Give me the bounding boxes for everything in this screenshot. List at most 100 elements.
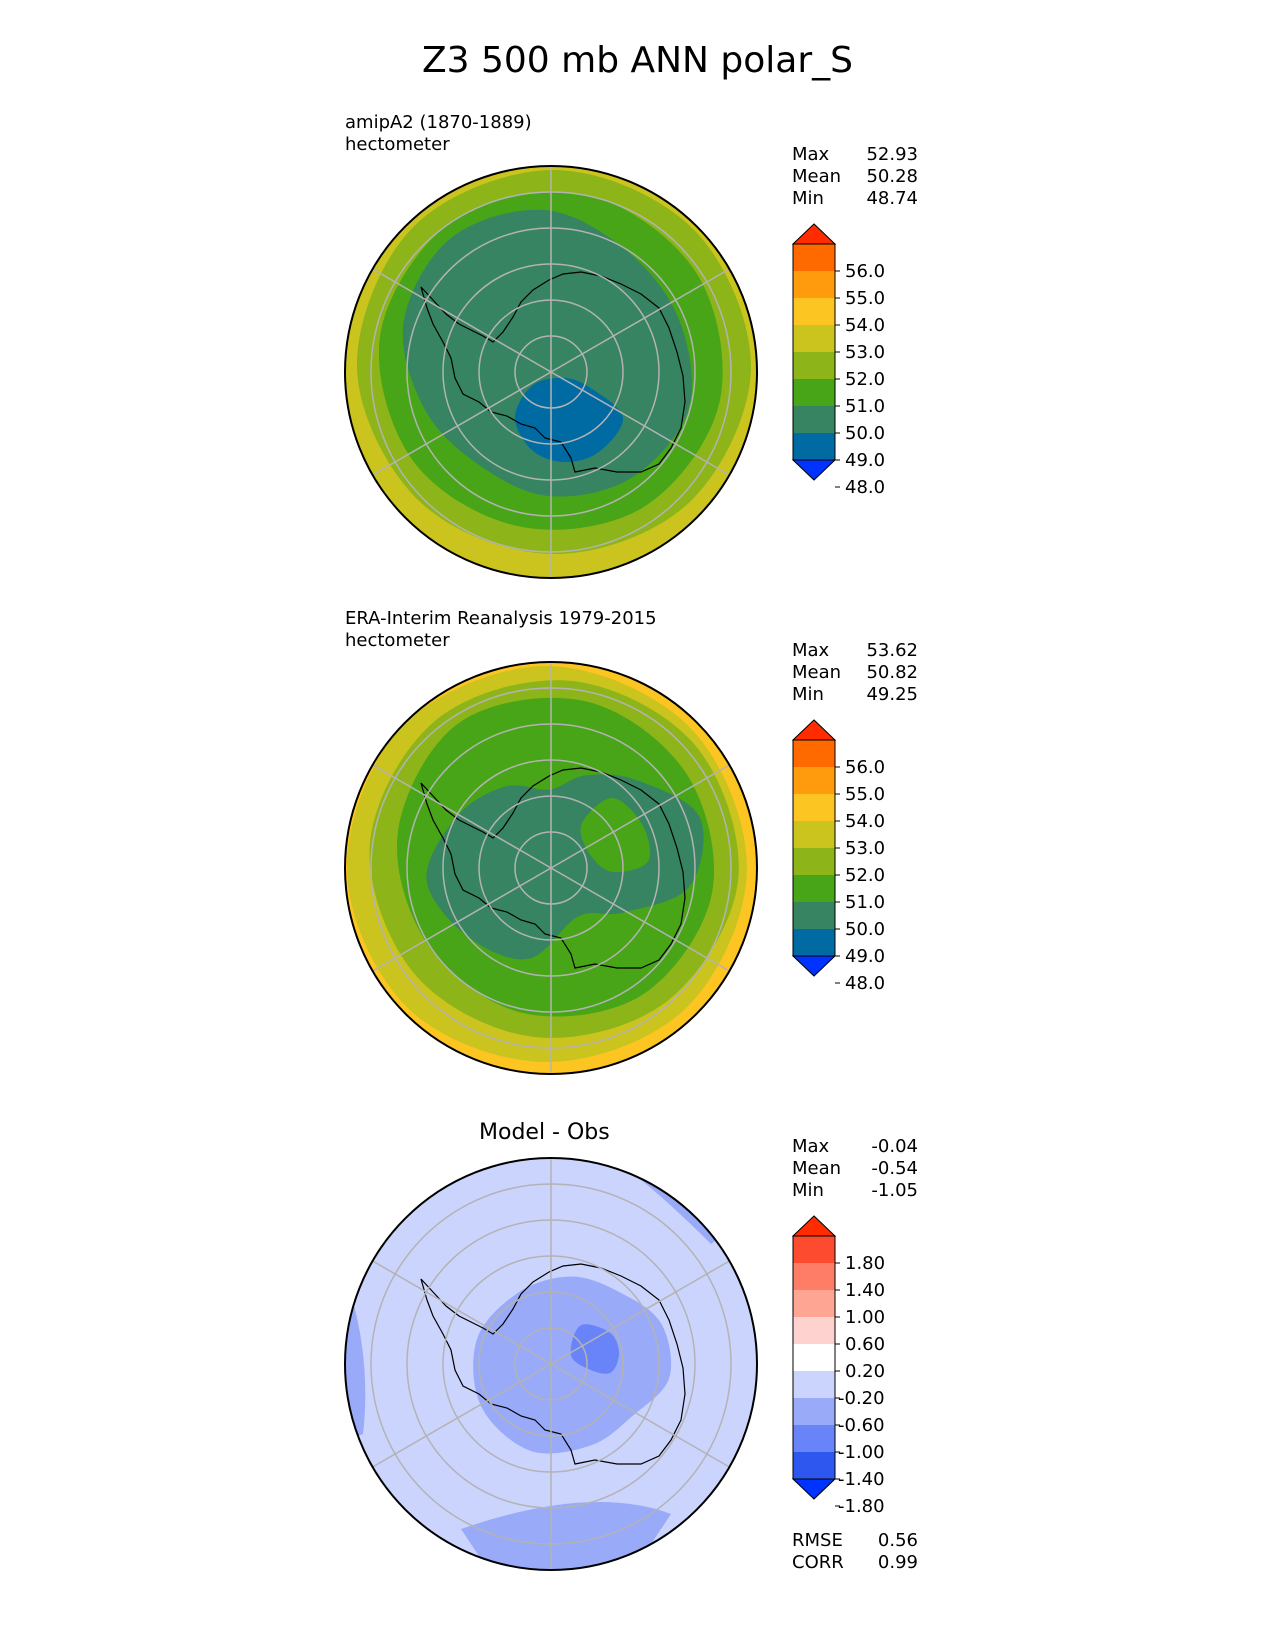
meridian-line: [550, 1363, 730, 1468]
map-boundary: [344, 1157, 758, 1571]
colorbar-cell: [793, 1263, 835, 1290]
colorbar-tick-label: 51.0: [845, 892, 885, 913]
reference-colorbar: 56.0 55.0 54.0 53.0 52.0 51.0 50.0 49.0 48.0: [791, 719, 885, 994]
reference-case-label: ERA-Interim Reanalysis 1979-2015: [345, 608, 657, 629]
contour-band: [345, 1284, 366, 1444]
contour-band: [570, 1324, 620, 1374]
meridian-line: [550, 268, 730, 373]
colorbar-tick-label: 55.0: [845, 784, 885, 805]
diff-panel-title: Model - Obs: [479, 1120, 610, 1145]
colorbar-tick-label: -0.20: [838, 1388, 885, 1409]
colorbar-cell: [793, 767, 835, 794]
colorbar-cell: [793, 821, 835, 848]
colorbar-tick-label: 1.40: [845, 1280, 885, 1301]
colorbar-cell: [793, 1317, 835, 1344]
colorbar-tick-label: 48.0: [845, 477, 885, 498]
colorbar-tick-label: 56.0: [845, 757, 885, 778]
reference-units-label: hectometer: [345, 630, 450, 651]
colorbar-tick-label: -1.80: [838, 1496, 885, 1517]
contour-band: [461, 1502, 671, 1570]
colorbar-cell: [793, 1425, 835, 1452]
colorbar-cell: [793, 244, 835, 271]
reference-stats: Max 53.62 Mean 50.82 Min 49.25: [792, 640, 918, 705]
colorbar-tick-label: 51.0: [845, 396, 885, 417]
diff-colorbar: 1.80 1.40 1.00 0.60 0.20 -0.20 -0.60 -1.00 -1.40…: [791, 1215, 885, 1517]
test-units-label: hectometer: [345, 134, 450, 155]
colorbar-cell: [793, 848, 835, 875]
colorbar-extend-max: [791, 223, 837, 245]
colorbar-cell: [793, 298, 835, 325]
colorbar-tick-label: 55.0: [845, 288, 885, 309]
colorbar-cell: [793, 1290, 835, 1317]
colorbar-tick-label: 54.0: [845, 315, 885, 336]
colorbar-tick-label: 48.0: [845, 973, 885, 994]
colorbar-frame: [792, 1235, 836, 1480]
diff-stats: Max -0.04 Mean -0.54 Min -1.05: [792, 1136, 918, 1201]
colorbar-cell: [793, 271, 835, 298]
meridian-line: [372, 867, 552, 972]
colorbar-tick-label: 49.0: [845, 450, 885, 471]
colorbar-tick-label: -0.60: [838, 1415, 885, 1436]
colorbar-cell: [793, 1236, 835, 1263]
colorbar-cell: [793, 352, 835, 379]
colorbar-cell: [793, 433, 835, 460]
meridian-line: [372, 268, 552, 373]
colorbar-cell: [793, 740, 835, 767]
colorbar-cell: [793, 875, 835, 902]
reference-map: [344, 661, 758, 1075]
coastline: [420, 767, 686, 969]
colorbar-extend-max: [791, 719, 837, 741]
colorbar-extend-min: [791, 459, 837, 481]
colorbar-extend-max: [791, 1215, 837, 1237]
colorbar-cell: [793, 902, 835, 929]
diff-field: [345, 1158, 757, 1570]
meridian-line: [372, 1363, 552, 1468]
contour-band: [473, 1276, 672, 1454]
test-colorbar: 56.0 55.0 54.0 53.0 52.0 51.0 50.0 49.0 48.0: [791, 223, 885, 498]
meridian-line: [372, 764, 552, 869]
meridian-line: [550, 1260, 730, 1365]
colorbar-tick-label: 0.60: [845, 1334, 885, 1355]
colorbar-cell: [793, 929, 835, 956]
meridian-line: [550, 867, 730, 972]
reference-field: [345, 662, 757, 1074]
colorbar-cell: [793, 1452, 835, 1479]
colorbar-extend-min: [791, 1478, 837, 1500]
test-field: [345, 166, 757, 578]
meridian-line: [372, 1260, 552, 1365]
diff-map: [344, 1157, 758, 1571]
colorbar-tick-label: 1.00: [845, 1307, 885, 1328]
colorbar-tick-label: -1.00: [838, 1442, 885, 1463]
colorbar-tick-label: 54.0: [845, 811, 885, 832]
colorbar-tick-label: 53.0: [845, 838, 885, 859]
colorbar-tick-label: 56.0: [845, 261, 885, 282]
coastline: [420, 271, 686, 473]
colorbar-tick-label: 50.0: [845, 423, 885, 444]
test-stats: Max 52.93 Mean 50.28 Min 48.74: [792, 144, 918, 209]
map-boundary: [344, 661, 758, 1075]
test-map: [344, 165, 758, 579]
colorbar-cell: [793, 379, 835, 406]
colorbar-cell: [793, 794, 835, 821]
colorbar-tick-label: 50.0: [845, 919, 885, 940]
colorbar-tick-label: -1.40: [838, 1469, 885, 1490]
colorbar-cell: [793, 1398, 835, 1425]
colorbar-tick-label: 52.0: [845, 865, 885, 886]
colorbar-extend-min: [791, 955, 837, 977]
colorbar-tick-label: 52.0: [845, 369, 885, 390]
figure-title: Z3 500 mb ANN polar_S: [421, 40, 854, 81]
colorbar-tick-label: 53.0: [845, 342, 885, 363]
colorbar-cell: [793, 325, 835, 352]
coastline: [420, 1263, 686, 1465]
colorbar-cell: [793, 1371, 835, 1398]
colorbar-cell: [793, 1344, 835, 1371]
colorbar-tick-label: 49.0: [845, 946, 885, 967]
meridian-line: [550, 764, 730, 869]
colorbar-cell: [793, 406, 835, 433]
colorbar-tick-label: 1.80: [845, 1253, 885, 1274]
contour-band: [515, 377, 624, 463]
test-case-label: amipA2 (1870-1889): [345, 112, 532, 133]
diff-metrics: RMSE 0.56 CORR 0.99: [792, 1530, 918, 1573]
colorbar-tick-label: 0.20: [845, 1361, 885, 1382]
